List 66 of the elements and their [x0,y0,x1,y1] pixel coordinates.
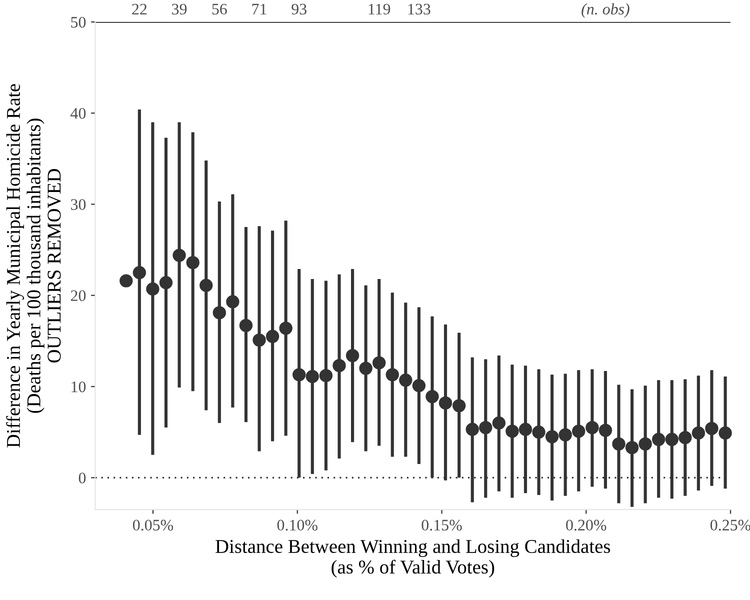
y-tick-label: 30 [71,199,86,210]
x-tick-label: 0.10% [277,520,318,531]
point [586,420,599,434]
x-axis-title: Distance Between Winning and Losing Candidates (as % of Valid Votes) [216,539,610,578]
point [186,256,200,270]
point [332,358,346,372]
point [426,390,439,404]
point [252,333,266,347]
point [120,274,133,288]
y-tick-label: 10 [72,381,86,392]
point [692,426,706,440]
point [705,422,718,436]
point [266,330,280,344]
point [146,282,160,296]
annotation: 22 [132,4,147,14]
point [399,374,412,387]
point [226,295,240,308]
annotation: (n. obs) [582,3,630,18]
point [466,422,479,436]
point [132,266,146,280]
point [558,428,572,442]
point [372,356,386,370]
point [625,441,639,454]
annotation: 93 [292,4,306,15]
point [678,430,692,444]
point [412,379,426,392]
point [212,306,226,320]
point [598,424,612,437]
point [306,370,319,384]
y-axis-title: Difference in Yearly Municipal Homicide Rate (Deaths per 100 thousand inhabitants) OUTLIERS REMOVED [6,84,61,448]
point [545,430,559,444]
point [638,437,652,451]
point [506,424,519,438]
point [612,437,626,451]
point [172,248,186,262]
point [159,276,173,290]
point [718,426,732,440]
point [652,432,666,446]
annotation: 119 [368,4,390,15]
point [200,278,213,292]
point [359,362,372,375]
y-tick-label: 40 [70,108,86,119]
point [532,426,546,439]
point [452,399,466,412]
y-tick-label: 50 [71,16,86,28]
point [572,424,586,438]
annotation: 56 [212,4,227,15]
point [346,348,360,362]
point [492,416,506,430]
x-tick-label: 0.05% [132,520,174,531]
annotation: 39 [172,4,187,15]
point [386,368,399,382]
point [479,420,492,434]
x-tick-label: 0.15% [422,520,462,531]
point [279,322,292,335]
point [239,318,253,332]
y-tick-label: 0 [78,472,86,484]
y-tick-label: 20 [70,290,86,302]
x-tick-label: 0.20% [566,520,606,531]
point [518,422,532,436]
point [665,432,678,446]
point [292,368,306,382]
annotation: 71 [252,4,266,14]
point [438,396,452,410]
annotation: 133 [408,4,430,15]
point [319,369,333,382]
